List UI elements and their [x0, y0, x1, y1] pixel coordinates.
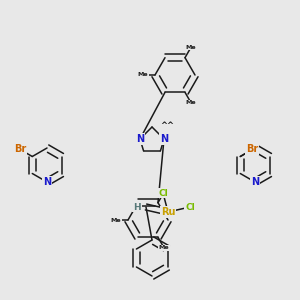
Text: Br: Br: [14, 145, 26, 154]
Text: ^^: ^^: [160, 121, 174, 130]
Text: Me: Me: [138, 73, 148, 77]
Text: Me: Me: [159, 190, 169, 195]
Text: Me: Me: [111, 218, 121, 223]
Text: Cl: Cl: [158, 188, 168, 197]
Text: Ru: Ru: [161, 207, 175, 217]
Text: N: N: [160, 134, 168, 144]
Text: Me: Me: [159, 245, 169, 250]
Text: N: N: [136, 134, 144, 144]
Text: Br: Br: [246, 145, 259, 154]
Text: Me: Me: [186, 100, 196, 105]
Text: Me: Me: [186, 45, 196, 50]
Text: N: N: [251, 177, 259, 187]
Text: Cl: Cl: [185, 202, 195, 211]
Text: H: H: [133, 202, 141, 211]
Text: N: N: [43, 177, 51, 187]
